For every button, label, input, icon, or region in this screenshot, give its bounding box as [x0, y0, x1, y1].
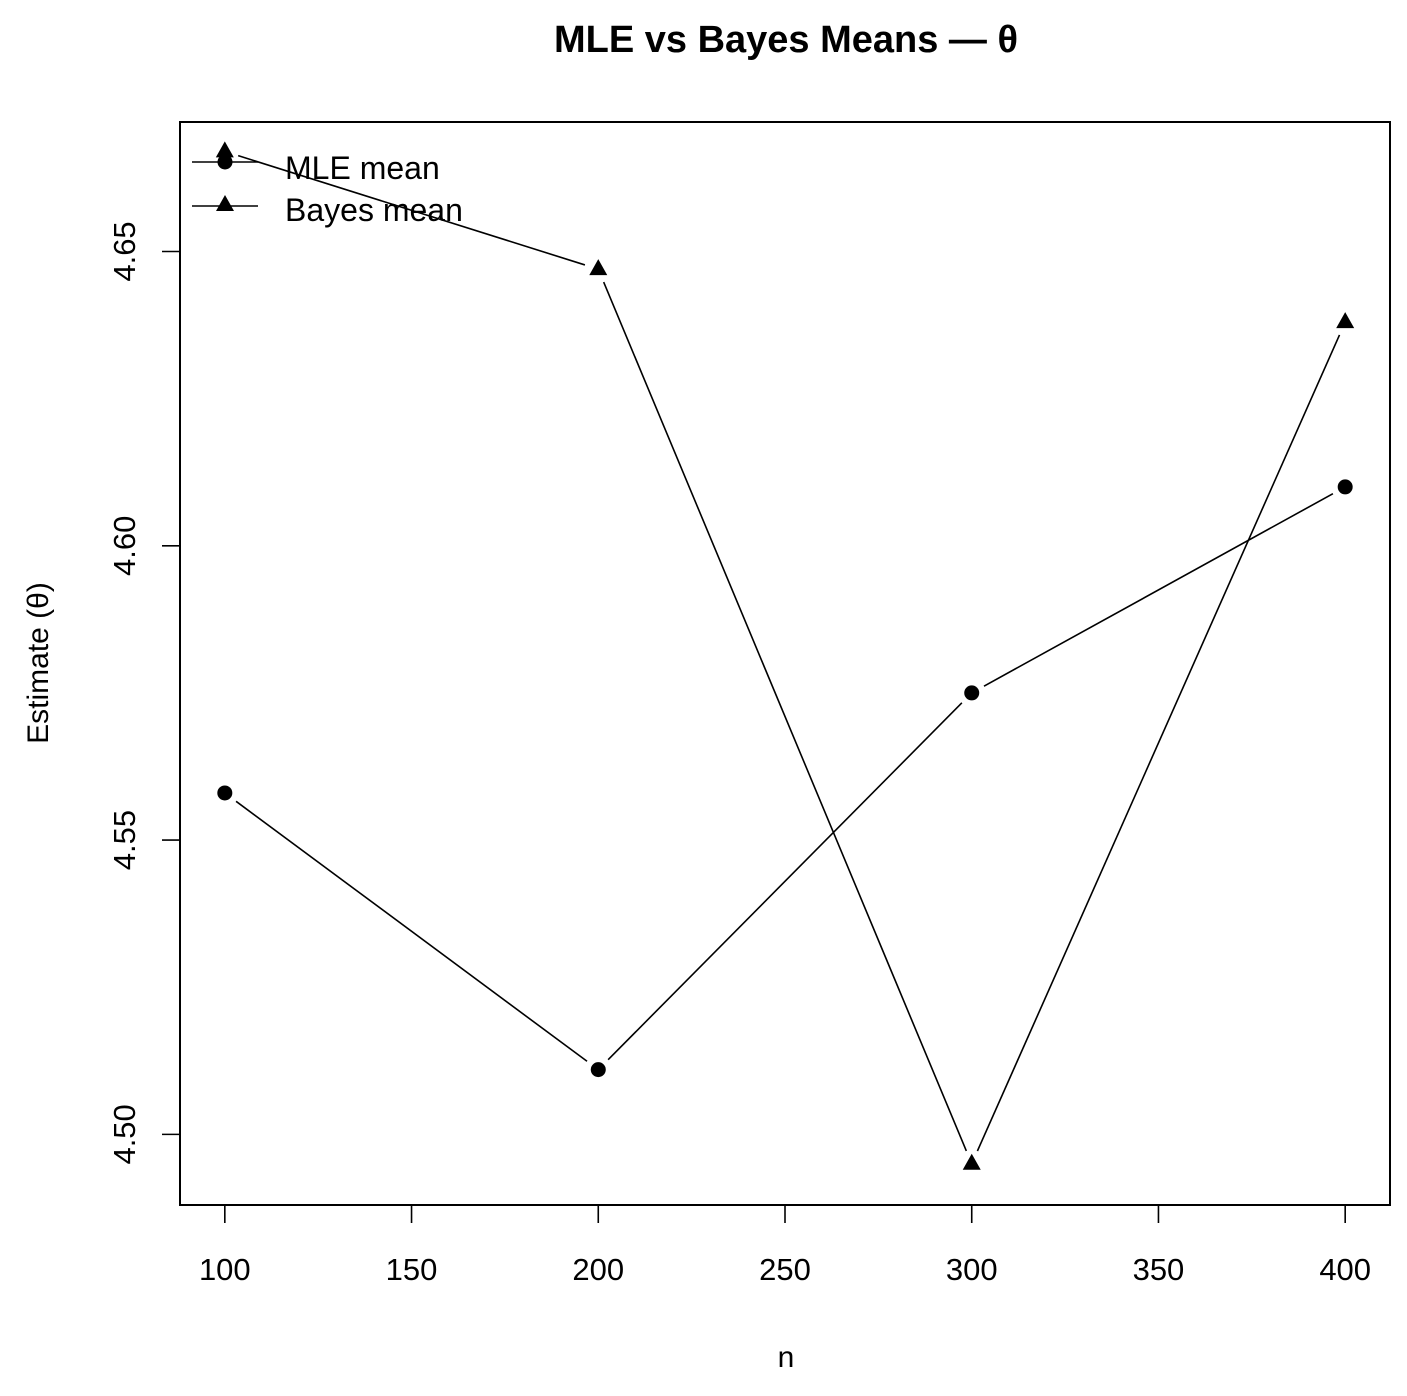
y-tick-label: 4.50 — [107, 1104, 142, 1164]
y-tick-label: 4.65 — [107, 221, 142, 281]
x-tick-label: 400 — [1319, 1252, 1371, 1287]
legend: MLE mean Bayes mean — [192, 150, 463, 228]
bayes-point — [589, 259, 608, 276]
y-tick-label: 4.55 — [107, 810, 142, 870]
chart-title: MLE vs Bayes Means — θ — [554, 19, 1018, 61]
x-tick-label: 350 — [1133, 1252, 1185, 1287]
series-layer — [215, 141, 1355, 1170]
plot-frame — [179, 121, 1391, 1206]
bayes-segment — [976, 334, 1341, 1152]
mle-segment — [983, 492, 1334, 687]
legend-mle-marker — [217, 154, 233, 170]
x-axis: 100 150 200 250 300 350 400 — [199, 1204, 1371, 1287]
x-tick-label: 100 — [199, 1252, 251, 1287]
legend-bayes-marker — [216, 195, 234, 211]
bayes-point — [215, 141, 234, 158]
x-tick-label: 200 — [572, 1252, 624, 1287]
bayes-point — [1336, 312, 1355, 329]
mle-segment — [607, 702, 963, 1061]
x-tick-label: 300 — [946, 1252, 998, 1287]
x-axis-title: n — [778, 1341, 795, 1374]
mle-point — [1337, 479, 1353, 495]
legend-bayes-label: Bayes mean — [285, 192, 463, 228]
bayes-point — [962, 1153, 981, 1170]
mle-segment — [235, 800, 588, 1062]
mle-point — [217, 785, 233, 801]
legend-mle-label: MLE mean — [285, 150, 440, 186]
bayes-segment — [237, 154, 586, 266]
y-axis: 4.50 4.55 4.60 4.65 — [107, 221, 181, 1165]
mle-point — [964, 685, 980, 701]
bayes-segment — [602, 281, 968, 1152]
mle-point — [590, 1062, 606, 1078]
y-axis-title: Estimate (θ) — [22, 582, 55, 744]
x-tick-label: 150 — [386, 1252, 438, 1287]
x-tick-label: 250 — [759, 1252, 811, 1287]
y-tick-label: 4.60 — [107, 516, 142, 576]
